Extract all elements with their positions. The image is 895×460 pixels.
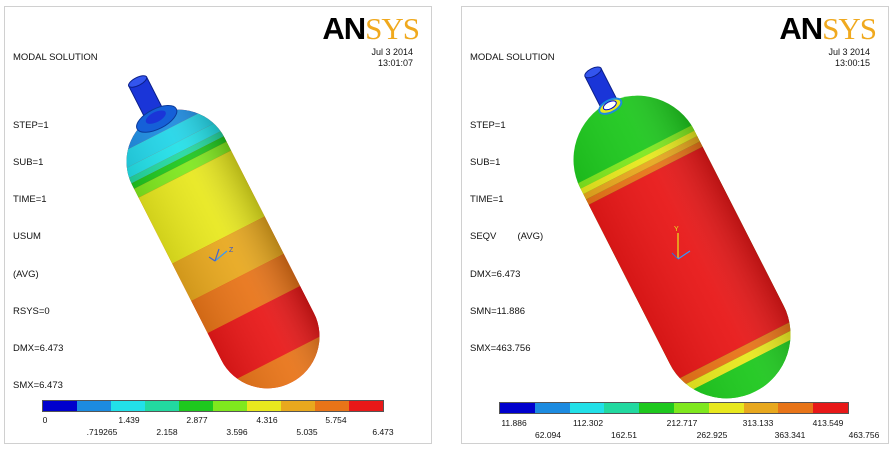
info-line: DMX=6.473: [13, 343, 64, 355]
axis-triad: Y: [671, 226, 691, 260]
legend-swatch: [349, 401, 383, 411]
ansys-logo: ANSYS: [322, 11, 420, 46]
legend-tick: 5.754: [325, 415, 347, 425]
pressure-vessel-contour: Z: [108, 75, 338, 407]
time-text: 13:01:07: [377, 58, 413, 68]
legend-tick: 262.925: [696, 430, 728, 440]
legend-swatch: [145, 401, 179, 411]
legend-tick: 3.596: [226, 427, 248, 437]
legend-tick: 162.51: [611, 430, 637, 440]
legend-tick: 413.549: [812, 418, 844, 428]
info-line: RSYS=0: [13, 305, 50, 317]
legend-swatch: [213, 401, 247, 411]
legend-tick: 212.717: [666, 418, 698, 428]
vessel-body: [551, 66, 813, 421]
legend-swatch: [247, 401, 281, 411]
legend-tick: 11.886: [501, 418, 527, 428]
legend-swatch: [111, 401, 145, 411]
legend-swatch: [43, 401, 77, 411]
seqv-result-panel: MODAL SOLUTION STEP=1 SUB=1 TIME=1 SEQV …: [461, 6, 889, 444]
info-line: TIME=1: [470, 194, 504, 206]
info-line: DMX=6.473: [470, 268, 521, 280]
timestamp: Jul 3 2014 13:01:07: [371, 47, 413, 69]
legend-swatch: [639, 403, 674, 413]
usum-result-panel: MODAL SOLUTION STEP=1 SUB=1 TIME=1 USUM …: [4, 6, 432, 444]
legend-swatch: [281, 401, 315, 411]
info-line: SUB=1: [13, 157, 44, 169]
logo-an-text: AN: [322, 11, 366, 46]
legend-swatch: [77, 401, 111, 411]
legend-tick: 5.035: [296, 427, 318, 437]
date-text: Jul 3 2014: [371, 47, 413, 57]
legend-tick: 313.133: [742, 418, 774, 428]
info-line: USUM: [13, 231, 41, 243]
legend-swatch: [778, 403, 814, 413]
legend-tick: 1.439: [118, 415, 140, 425]
axis-label: Z: [229, 247, 234, 254]
info-line: SMX=6.473: [13, 380, 63, 392]
legend-swatch: [673, 403, 709, 413]
legend-swatch: [604, 403, 640, 413]
solution-info: MODAL SOLUTION STEP=1 SUB=1 TIME=1 USUM …: [13, 27, 98, 417]
info-line: STEP=1: [13, 119, 49, 131]
logo-sys-text: SYS: [822, 11, 877, 46]
legend-swatch: [534, 403, 570, 413]
legend-tick: 2.877: [186, 415, 208, 425]
solution-info: MODAL SOLUTION STEP=1 SUB=1 TIME=1 SEQV …: [470, 27, 555, 380]
legend-tick: 0: [42, 415, 48, 425]
legend-swatch: [813, 403, 848, 413]
info-line: SEQV (AVG): [470, 231, 544, 243]
info-line: MODAL SOLUTION: [470, 51, 555, 63]
legend-tick: 4.316: [256, 415, 278, 425]
legend-swatch: [315, 401, 349, 411]
legend-tick: .719265: [86, 427, 118, 437]
info-line: MODAL SOLUTION: [13, 51, 98, 63]
contour-legend-bar: [42, 400, 384, 412]
info-line: SUB=1: [470, 157, 501, 169]
legend-tick: 6.473: [372, 427, 394, 437]
logo-sys-text: SYS: [365, 11, 420, 46]
pressure-vessel-contour: Y: [551, 66, 813, 421]
date-text: Jul 3 2014: [828, 47, 870, 57]
legend-tick: 62.094: [535, 430, 561, 440]
legend-swatch: [179, 401, 213, 411]
axis-triad: Z: [208, 247, 234, 262]
time-text: 13:00:15: [834, 58, 870, 68]
contour-legend-bar: [499, 402, 849, 414]
info-line: STEP=1: [470, 119, 506, 131]
info-line: (AVG): [13, 268, 39, 280]
legend-swatch: [500, 403, 535, 413]
axis-label: Y: [674, 226, 679, 233]
legend-tick: 112.302: [572, 418, 604, 428]
legend-tick: 363.341: [774, 430, 806, 440]
legend-swatch: [743, 403, 779, 413]
timestamp: Jul 3 2014 13:00:15: [828, 47, 870, 69]
info-line: SMN=11.886: [470, 305, 526, 317]
legend-tick: 2.158: [156, 427, 178, 437]
legend-swatch: [569, 403, 605, 413]
legend-tick: 463.756: [848, 430, 880, 440]
vessel-body: [108, 75, 338, 407]
info-line: TIME=1: [13, 194, 47, 206]
logo-an-text: AN: [779, 11, 823, 46]
info-line: SMX=463.756: [470, 343, 531, 355]
ansys-logo: ANSYS: [779, 11, 877, 46]
legend-swatch: [708, 403, 744, 413]
